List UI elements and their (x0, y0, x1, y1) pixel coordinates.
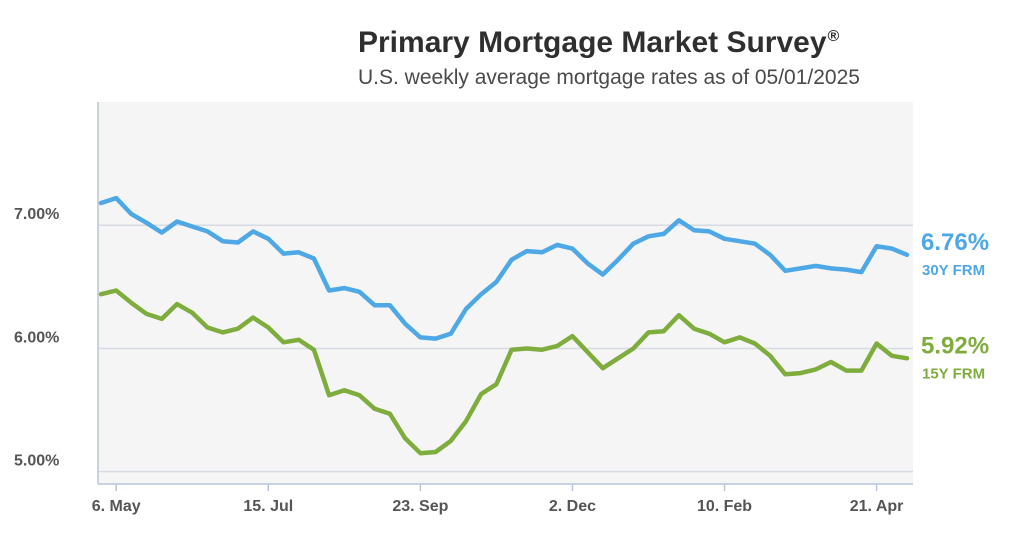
series-name-label: 30Y FRM (922, 262, 985, 279)
x-tick-label: 10. Feb (697, 498, 752, 515)
series-line (98, 195, 910, 341)
series-end-value: 5.92% (921, 332, 989, 359)
y-tick-label: 6.00% (14, 329, 59, 346)
chart-title-text: Primary Mortgage Market Survey (358, 26, 827, 59)
x-tick-label: 21. Apr (850, 498, 904, 515)
plot-background (98, 102, 913, 484)
y-tick-label: 5.00% (14, 453, 59, 470)
series-end-value: 6.76% (921, 229, 989, 256)
y-tick-label: 7.00% (14, 206, 59, 223)
x-tick-label: 2. Dec (549, 498, 596, 515)
x-tick-label: 23. Sep (392, 498, 448, 515)
series-name-label: 15Y FRM (922, 365, 985, 382)
registered-mark: ® (827, 28, 840, 45)
x-tick-label: 6. May (92, 498, 141, 515)
chart-subtitle: U.S. weekly average mortgage rates as of… (358, 66, 860, 89)
series-line (98, 288, 910, 456)
x-tick-label: 15. Jul (243, 498, 293, 515)
chart-title: Primary Mortgage Market Survey® (358, 26, 839, 60)
